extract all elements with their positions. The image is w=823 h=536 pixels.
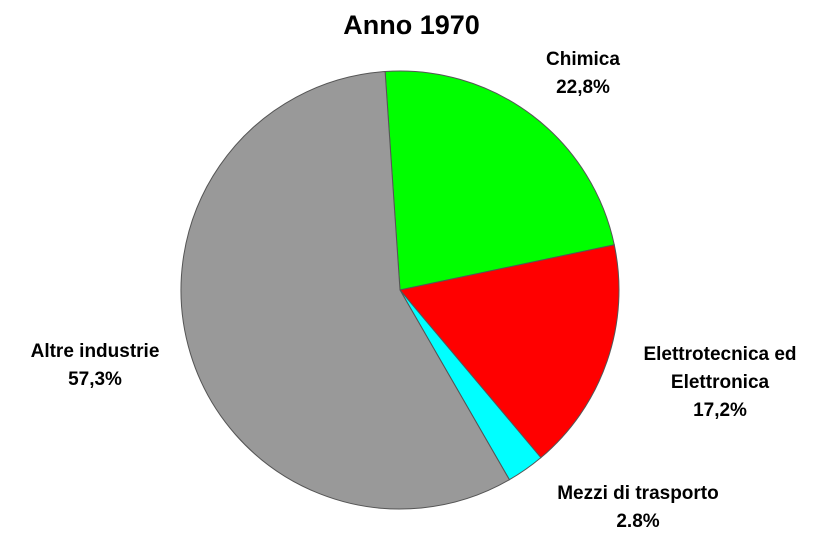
chart-title: Anno 1970: [343, 10, 480, 40]
pie-slice: [399, 244, 620, 459]
slice-label: Elettrotecnica ed Elettronica 17,2%: [620, 341, 820, 425]
slice-label: Mezzi di trasporto 2.8%: [528, 480, 748, 536]
pie-slice: [384, 70, 615, 291]
value-label: 17,2%: [693, 400, 747, 421]
category-label: Chimica: [546, 49, 620, 70]
value-label: 57,3%: [68, 369, 122, 390]
category-label: Elettrotecnica ed Elettronica: [643, 344, 797, 393]
value-label: 22,8%: [556, 77, 610, 98]
category-label: Mezzi di trasporto: [557, 483, 719, 504]
pie-slice: [180, 70, 511, 510]
value-label: 2.8%: [616, 511, 660, 532]
slice-label: Altre industrie 57,3%: [0, 338, 195, 394]
slice-label: Chimica 22,8%: [523, 46, 643, 102]
category-label: Altre industrie: [30, 341, 160, 362]
